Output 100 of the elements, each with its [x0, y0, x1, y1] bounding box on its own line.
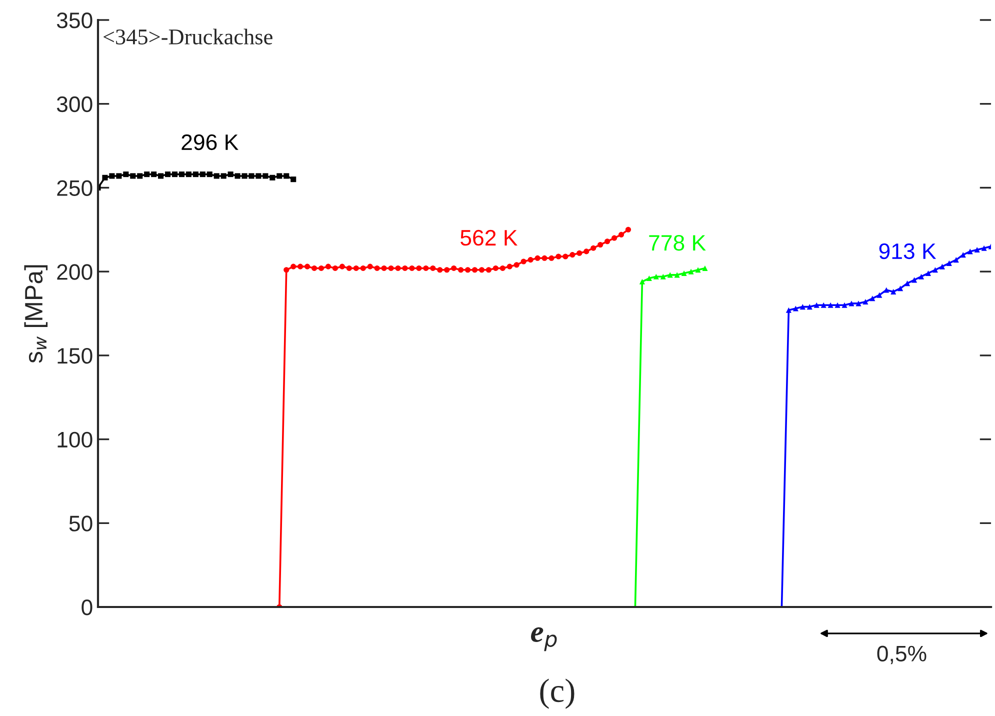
- point: [548, 255, 554, 261]
- point: [312, 265, 318, 271]
- point: [144, 172, 150, 178]
- point: [528, 257, 534, 263]
- point: [234, 173, 240, 179]
- point: [890, 288, 896, 294]
- point: [918, 274, 924, 280]
- point: [137, 173, 143, 179]
- text: (c): [540, 678, 574, 709]
- point: [912, 277, 918, 283]
- point: [284, 173, 290, 179]
- y-tick-label: 350: [56, 12, 92, 28]
- point: [939, 264, 945, 270]
- point: [842, 302, 848, 308]
- point: [932, 267, 938, 273]
- point: [186, 172, 192, 178]
- point: [828, 302, 834, 308]
- point: [814, 302, 820, 308]
- point: [570, 252, 576, 258]
- point: [520, 258, 526, 264]
- point: [514, 262, 520, 268]
- point: [360, 265, 366, 271]
- point: [298, 264, 304, 270]
- point: [367, 264, 373, 270]
- point: [478, 267, 484, 273]
- point: [290, 264, 296, 270]
- point: [325, 264, 332, 270]
- point: [974, 246, 980, 253]
- point: [444, 267, 450, 273]
- point: [381, 265, 387, 271]
- point: [200, 172, 206, 178]
- point: [500, 265, 506, 271]
- point: [904, 280, 910, 286]
- point: [374, 265, 380, 271]
- y-tick-label: 50: [69, 516, 92, 532]
- point: [206, 172, 212, 178]
- y-tick-label: 150: [58, 348, 92, 364]
- point: [430, 265, 436, 271]
- point: [598, 242, 604, 248]
- point: [304, 264, 310, 270]
- point: [158, 173, 164, 179]
- y-tick-label: 0: [82, 600, 92, 616]
- point: [284, 267, 290, 273]
- point: [639, 278, 645, 284]
- point: [123, 172, 129, 178]
- point: [625, 226, 632, 232]
- point: [820, 302, 826, 308]
- point: [702, 265, 708, 271]
- point: [584, 248, 590, 254]
- point: [402, 265, 408, 271]
- point: [178, 172, 184, 178]
- point: [472, 267, 478, 273]
- point: [960, 252, 966, 258]
- series-label: 778 K: [649, 234, 706, 251]
- point: [409, 265, 415, 271]
- point: [270, 174, 276, 180]
- point: [486, 267, 492, 273]
- point: [346, 265, 352, 271]
- point: [618, 232, 624, 238]
- point: [248, 173, 254, 179]
- point: [898, 286, 904, 292]
- y-tick-label: 200: [57, 264, 92, 280]
- point: [416, 265, 422, 271]
- series-label: 296 K: [182, 134, 238, 150]
- point: [318, 265, 324, 271]
- point: [604, 238, 610, 244]
- point: [612, 235, 618, 241]
- point: [388, 265, 394, 271]
- point: [192, 172, 198, 178]
- point: [660, 274, 666, 280]
- point: [228, 172, 234, 178]
- point: [681, 270, 687, 276]
- point: [151, 172, 157, 178]
- point: [590, 245, 596, 251]
- point: [492, 265, 498, 271]
- point: [576, 250, 582, 256]
- x-axis-title: e$_{p}$: [531, 627, 557, 652]
- point: [242, 173, 248, 179]
- point: [458, 267, 464, 273]
- point: [220, 173, 226, 179]
- point: [506, 264, 512, 270]
- point: [464, 267, 471, 273]
- point: [164, 172, 171, 178]
- y-tick-label: 300: [56, 96, 92, 112]
- point: [946, 260, 952, 266]
- point: [339, 264, 345, 270]
- point: [353, 265, 359, 271]
- point: [214, 173, 220, 179]
- point: [437, 267, 443, 273]
- point: [884, 287, 890, 293]
- point: [562, 254, 568, 260]
- text: 0,5%: [877, 646, 926, 664]
- point: [332, 265, 338, 271]
- point: [130, 173, 136, 179]
- point: [848, 300, 854, 306]
- point: [556, 254, 562, 260]
- line-series: [778, 244, 992, 607]
- point: [116, 173, 122, 179]
- point: [695, 267, 701, 273]
- series-label: 562 K: [460, 230, 518, 246]
